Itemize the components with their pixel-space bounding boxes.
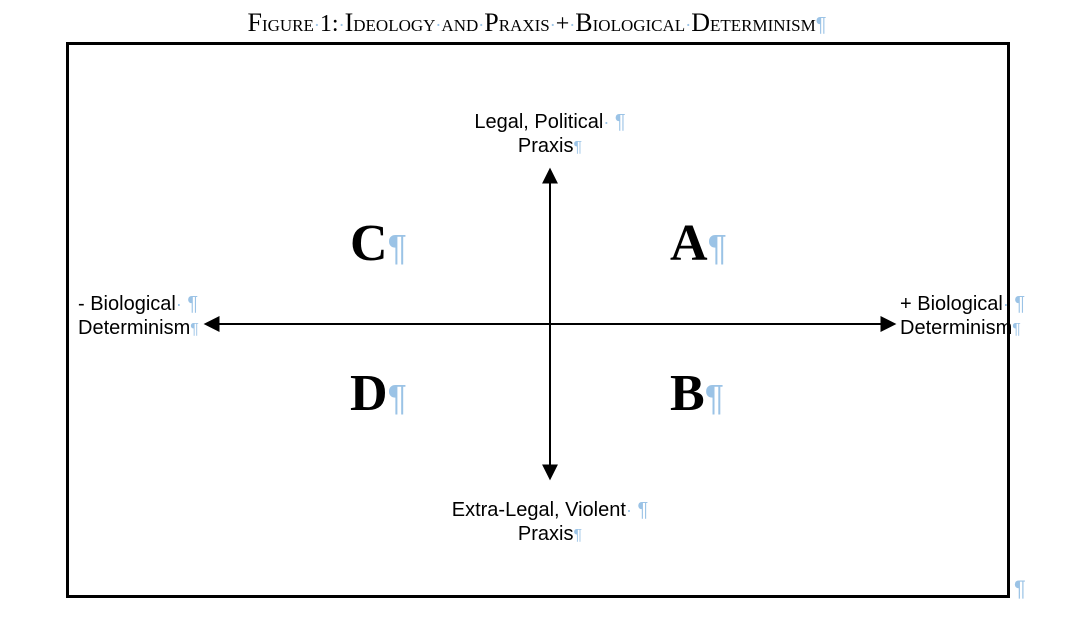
pilcrow-icon: ¶ <box>388 377 407 418</box>
axis-label-right: + Biological· ¶ Determinism¶ <box>900 292 1050 340</box>
pilcrow-icon: ¶ <box>1012 321 1021 338</box>
axis-label-line: + Biological <box>900 293 1003 315</box>
quad-letter: A <box>670 215 708 272</box>
pilcrow-icon: ¶ <box>705 377 724 418</box>
quadrant-label-d: D¶ <box>350 364 407 423</box>
pilcrow-icon: ¶ <box>573 139 582 156</box>
quadrant-label-a: A¶ <box>670 214 727 273</box>
axis-label-line: Praxis <box>518 523 574 545</box>
pilcrow-icon: ¶ <box>187 293 198 315</box>
axis-label-line: Determinism <box>900 317 1012 339</box>
quad-letter: B <box>670 365 705 422</box>
axis-label-line: Extra-Legal, Violent <box>452 499 626 521</box>
axis-label-top: Legal, Political· ¶ Praxis¶ <box>440 110 660 158</box>
quad-letter: D <box>350 365 388 422</box>
pilcrow-icon: ¶ <box>573 527 582 544</box>
axis-label-line: Determinism <box>78 317 190 339</box>
axis-label-bottom: Extra-Legal, Violent· ¶ Praxis¶ <box>420 498 680 546</box>
axis-label-left: - Biological· ¶ Determinism¶ <box>78 292 228 340</box>
quad-letter: C <box>350 215 388 272</box>
pilcrow-icon: ¶ <box>708 227 727 268</box>
pilcrow-icon: ¶ <box>638 499 649 521</box>
quadrant-label-c: C¶ <box>350 214 407 273</box>
pilcrow-icon: ¶ <box>1014 576 1026 602</box>
axis-label-line: Legal, Political <box>474 111 603 133</box>
pilcrow-icon: ¶ <box>615 111 626 133</box>
pilcrow-icon: ¶ <box>388 227 407 268</box>
axis-label-line: Praxis <box>518 135 574 157</box>
axis-label-line: - Biological <box>78 293 176 315</box>
pilcrow-icon: ¶ <box>1014 293 1025 315</box>
quadrant-label-b: B¶ <box>670 364 724 423</box>
pilcrow-icon: ¶ <box>190 321 199 338</box>
